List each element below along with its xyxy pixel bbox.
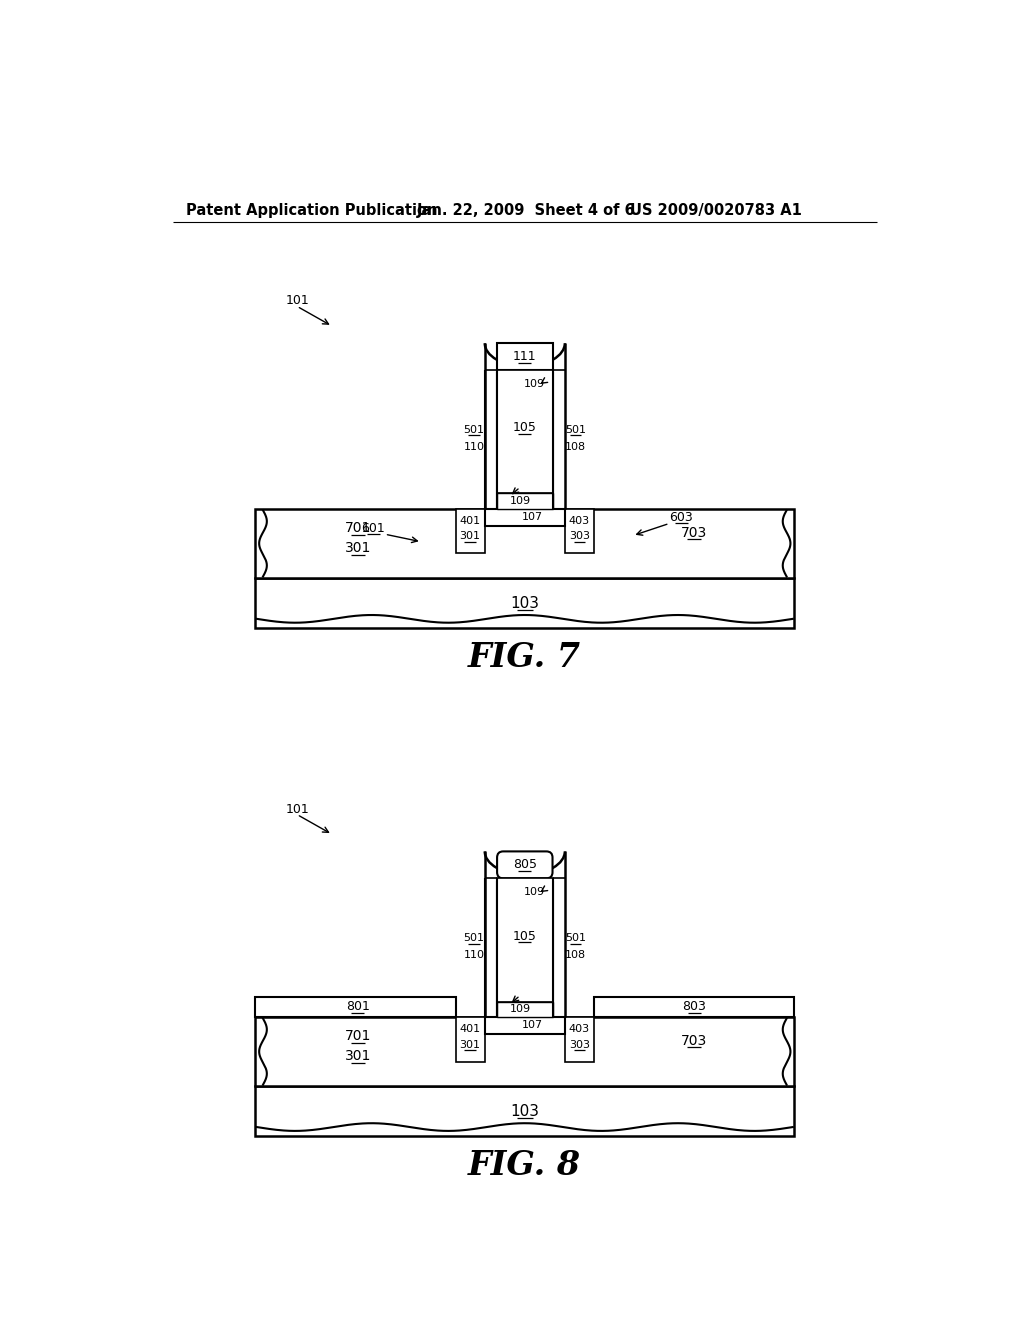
Text: 301: 301	[460, 1040, 480, 1049]
Text: 803: 803	[682, 1001, 707, 1014]
Bar	[565, 1016, 594, 1061]
Bar	[255, 997, 456, 1016]
Text: 110: 110	[464, 442, 484, 453]
Text: 108: 108	[565, 950, 586, 961]
Bar	[497, 1002, 553, 1016]
Text: 109: 109	[509, 496, 530, 506]
Text: 501: 501	[565, 425, 586, 436]
Text: 601: 601	[361, 521, 385, 535]
Bar	[497, 370, 553, 494]
Text: 403: 403	[569, 1024, 590, 1035]
Text: FIG. 8: FIG. 8	[468, 1148, 582, 1183]
Text: 701: 701	[344, 1030, 371, 1043]
Text: 301: 301	[460, 532, 480, 541]
Bar	[255, 578, 795, 628]
Text: 703: 703	[681, 1034, 708, 1048]
FancyBboxPatch shape	[497, 851, 553, 878]
Text: FIG. 7: FIG. 7	[468, 642, 582, 673]
Text: 110: 110	[464, 950, 484, 961]
Text: 301: 301	[344, 1049, 371, 1063]
Text: 701: 701	[344, 521, 371, 535]
Text: 103: 103	[510, 1104, 540, 1119]
Text: 403: 403	[569, 516, 590, 527]
Text: US 2009/0020783 A1: US 2009/0020783 A1	[630, 203, 802, 218]
Text: 107: 107	[522, 1020, 543, 1031]
Bar	[255, 508, 795, 578]
Text: 109: 109	[523, 887, 545, 898]
Text: 101: 101	[286, 803, 310, 816]
Text: 105: 105	[513, 929, 537, 942]
Text: 501: 501	[464, 425, 484, 436]
Text: 105: 105	[513, 421, 537, 434]
Text: 401: 401	[460, 516, 480, 527]
Text: 303: 303	[569, 532, 590, 541]
Text: 703: 703	[681, 525, 708, 540]
Text: 109: 109	[509, 1005, 530, 1014]
Text: 109: 109	[523, 379, 545, 389]
Text: Jan. 22, 2009  Sheet 4 of 6: Jan. 22, 2009 Sheet 4 of 6	[417, 203, 636, 218]
Text: 103: 103	[510, 595, 540, 611]
Text: 303: 303	[569, 1040, 590, 1049]
Bar	[594, 997, 795, 1016]
Text: 805: 805	[513, 858, 537, 871]
Text: 501: 501	[464, 933, 484, 944]
Bar	[497, 343, 553, 370]
Bar	[255, 1086, 795, 1137]
Bar	[484, 508, 565, 525]
Text: 111: 111	[513, 350, 537, 363]
Text: 301: 301	[344, 541, 371, 554]
Bar	[484, 1016, 565, 1034]
Text: 108: 108	[565, 442, 586, 453]
Bar	[456, 1016, 484, 1061]
Text: 101: 101	[286, 294, 310, 308]
Bar	[255, 1016, 795, 1086]
Bar	[497, 878, 553, 1002]
Text: 801: 801	[346, 1001, 370, 1014]
Text: 107: 107	[522, 512, 543, 523]
Text: 401: 401	[460, 1024, 480, 1035]
Bar	[565, 508, 594, 553]
Text: Patent Application Publication: Patent Application Publication	[186, 203, 437, 218]
Text: 603: 603	[670, 511, 693, 524]
Bar	[497, 494, 553, 508]
Text: 501: 501	[565, 933, 586, 944]
Bar	[456, 508, 484, 553]
